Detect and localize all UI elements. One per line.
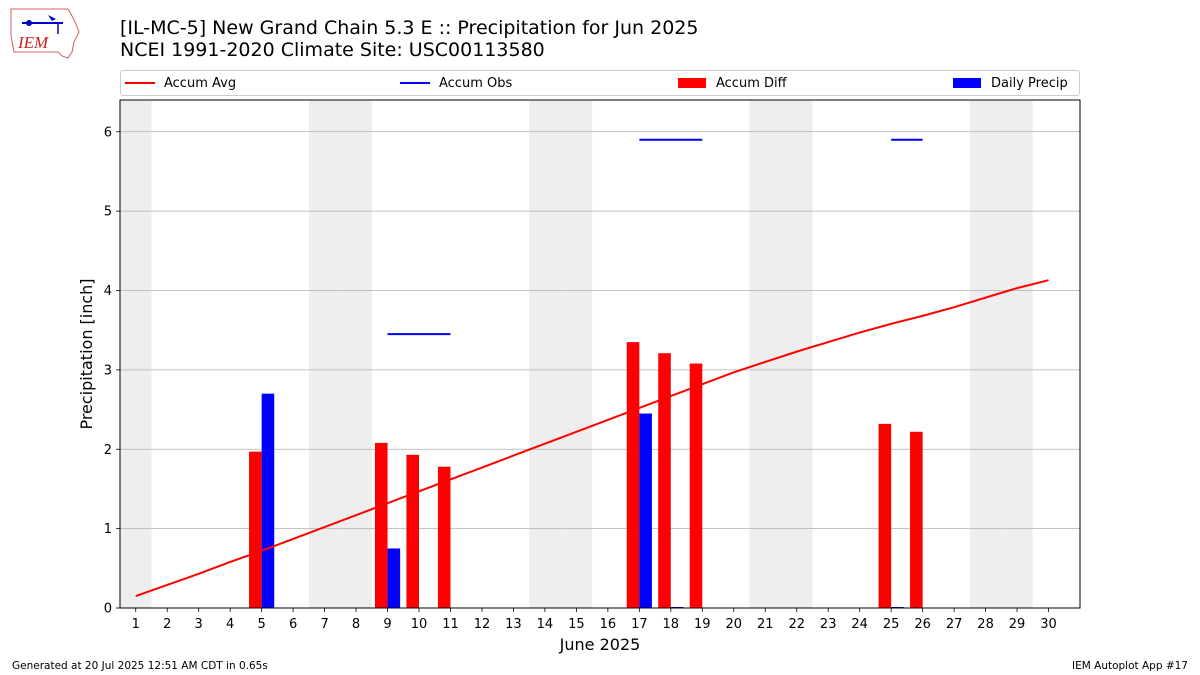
legend-accum-avg: Accum Avg — [125, 71, 236, 95]
x-tick-label: 30 — [1040, 617, 1057, 632]
chart-title: [IL-MC-5] New Grand Chain 5.3 E :: Preci… — [120, 17, 698, 61]
weekend-band — [560, 100, 593, 608]
weekend-band — [780, 100, 813, 608]
x-tick-label: 15 — [568, 617, 585, 632]
x-tick-label: 9 — [383, 617, 391, 632]
legend-label: Accum Avg — [164, 75, 237, 91]
accum-avg-line — [135, 279, 1049, 598]
title-line-2: NCEI 1991-2020 Climate Site: USC00113580 — [120, 39, 545, 61]
daily-precip-bar — [261, 393, 275, 608]
x-tick-label: 5 — [257, 617, 265, 632]
x-tick-label: 7 — [320, 617, 328, 632]
x-tick-label: 29 — [1009, 617, 1026, 632]
x-tick-label: 19 — [694, 617, 711, 632]
chart-legend: Accum Avg Accum Obs Accum Diff Daily Pre… — [120, 70, 1080, 96]
title-line-1: [IL-MC-5] New Grand Chain 5.3 E :: Preci… — [120, 17, 699, 39]
accum-diff-bar — [878, 423, 892, 608]
y-tick-label: 0 — [104, 602, 112, 617]
x-tick-label: 28 — [977, 617, 994, 632]
x-tick-label: 4 — [226, 617, 234, 632]
app-footer: IEM Autoplot App #17 — [1072, 660, 1188, 672]
accum-diff-bar — [626, 342, 640, 608]
legend-swatch-box — [678, 78, 706, 88]
x-tick-label: 11 — [442, 617, 459, 632]
x-tick-label: 16 — [600, 617, 617, 632]
y-tick-label: 5 — [104, 205, 112, 220]
logo-text: IEM — [17, 33, 49, 52]
y-tick-label: 6 — [104, 125, 112, 140]
x-tick-label: 17 — [631, 617, 648, 632]
x-tick-label: 14 — [537, 617, 554, 632]
accum-diff-bar — [249, 451, 262, 608]
accum-diff-bar — [658, 353, 671, 608]
legend-daily-precip: Daily Precip — [953, 71, 1068, 95]
legend-swatch-box — [953, 78, 981, 88]
daily-precip-bar — [639, 413, 652, 608]
y-tick-label: 1 — [104, 522, 112, 537]
x-tick-label: 1 — [132, 617, 140, 632]
x-tick-label: 12 — [474, 617, 491, 632]
x-tick-label: 10 — [411, 617, 428, 632]
y-tick-label: 2 — [104, 443, 112, 458]
legend-label: Accum Obs — [439, 75, 513, 91]
x-tick-label: 21 — [757, 617, 774, 632]
y-axis-label: Precipitation [inch] — [77, 278, 96, 429]
generated-footer: Generated at 20 Jul 2025 12:51 AM CDT in… — [12, 660, 268, 672]
x-tick-label: 27 — [946, 617, 963, 632]
legend-accum-diff: Accum Diff — [678, 71, 787, 95]
accum-diff-bar — [374, 442, 388, 608]
x-axis-label: June 2025 — [559, 635, 641, 654]
x-tick-label: 20 — [725, 617, 742, 632]
legend-accum-obs: Accum Obs — [400, 71, 512, 95]
weekend-band — [120, 100, 152, 608]
x-tick-label: 13 — [505, 617, 522, 632]
weekend-band — [749, 100, 781, 608]
x-tick-label: 23 — [820, 617, 837, 632]
legend-swatch-line — [400, 82, 430, 84]
accum-diff-bar — [437, 466, 451, 608]
plot-frame — [119, 99, 1081, 609]
accum-diff-bar — [689, 363, 703, 608]
weekend-band — [529, 100, 561, 608]
x-tick-label: 8 — [352, 617, 360, 632]
x-tick-label: 24 — [851, 617, 868, 632]
legend-swatch-line — [125, 82, 155, 84]
x-tick-label: 18 — [663, 617, 680, 632]
legend-label: Accum Diff — [716, 75, 787, 91]
x-tick-label: 3 — [195, 617, 203, 632]
x-tick-label: 22 — [788, 617, 805, 632]
accum-diff-bar — [910, 431, 923, 608]
daily-precip-bar — [387, 548, 401, 608]
legend-label: Daily Precip — [991, 75, 1068, 91]
x-tick-label: 26 — [914, 617, 931, 632]
iem-logo: IEM — [10, 8, 80, 59]
weekend-band — [969, 100, 1002, 608]
weekend-band — [1001, 100, 1033, 608]
y-tick-label: 4 — [104, 284, 112, 299]
x-tick-label: 25 — [883, 617, 900, 632]
y-tick-label: 3 — [104, 363, 112, 378]
accum-diff-bar — [406, 454, 420, 608]
x-tick-label: 2 — [163, 617, 171, 632]
x-tick-label: 6 — [289, 617, 297, 632]
weekend-band — [340, 100, 372, 608]
